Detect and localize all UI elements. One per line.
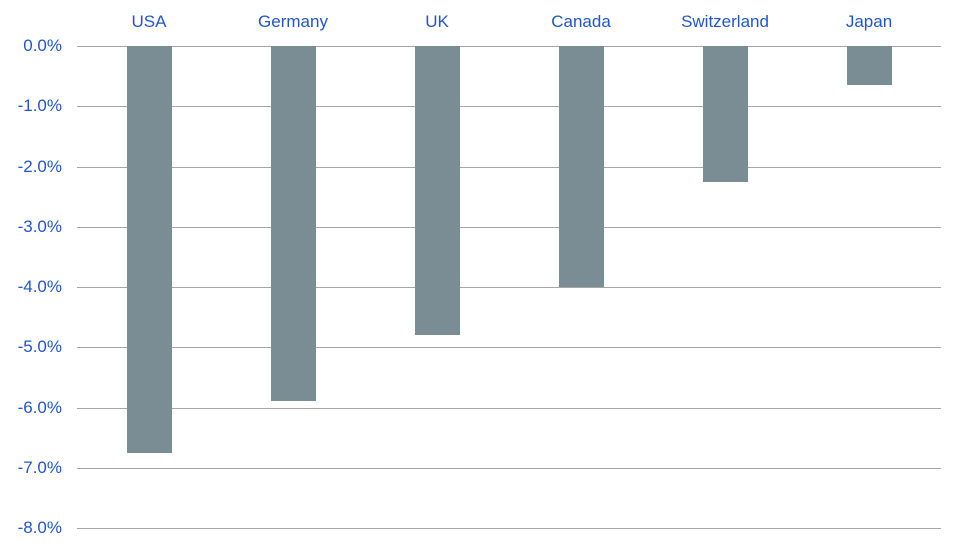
category-label-canada: Canada	[551, 12, 611, 31]
ytick-label: -2.0%	[17, 157, 62, 176]
ytick-label: -8.0%	[17, 518, 62, 537]
bar-germany	[271, 46, 316, 401]
bar-japan	[847, 46, 892, 85]
category-label-japan: Japan	[845, 12, 893, 31]
category-label-switzerland: Switzerland	[681, 12, 769, 31]
gridline	[77, 528, 941, 529]
ytick-label: -5.0%	[17, 337, 62, 356]
category-label-germany: Germany	[258, 12, 328, 31]
ytick-label: -7.0%	[17, 458, 62, 477]
gridline	[77, 106, 941, 107]
gridline	[77, 227, 941, 228]
category-label-usa: USA	[131, 12, 167, 31]
ytick-label: -4.0%	[17, 277, 62, 296]
ytick-label: -1.0%	[17, 96, 62, 115]
gridline	[77, 46, 941, 47]
category-label-uk: UK	[425, 12, 449, 31]
gridline	[77, 167, 941, 168]
gridline	[77, 287, 941, 288]
gridline	[77, 468, 941, 469]
gridline	[77, 347, 941, 348]
bar-uk	[415, 46, 460, 335]
ytick-label: -6.0%	[17, 398, 62, 417]
bar-switzerland	[703, 46, 748, 182]
ytick-label: -3.0%	[17, 217, 62, 236]
bar-canada	[559, 46, 604, 287]
ytick-label: 0.0%	[23, 36, 62, 55]
gridline	[77, 408, 941, 409]
bar-usa	[127, 46, 172, 453]
